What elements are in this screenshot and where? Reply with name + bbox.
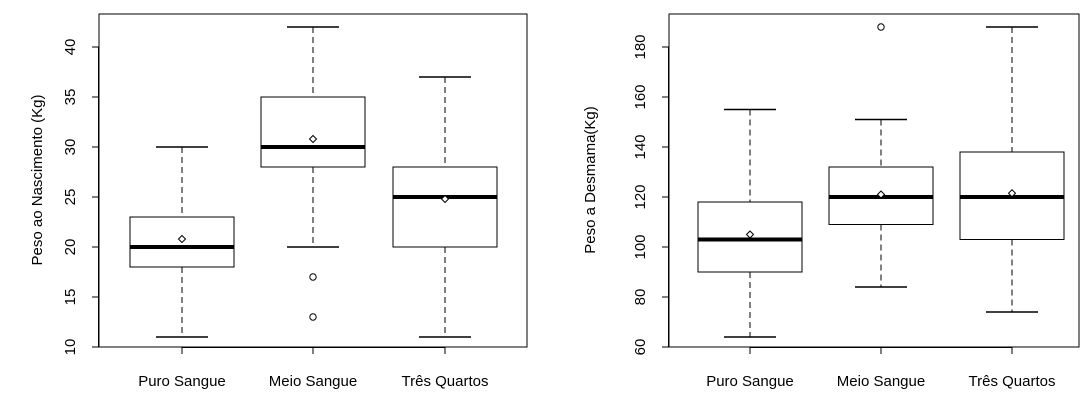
x-axis: Puro Sangue Meio Sangue Três Quartos <box>138 347 488 390</box>
boxes <box>697 23 1065 338</box>
y-tick-label: 40 <box>62 39 79 56</box>
y-tick-label: 25 <box>62 189 79 206</box>
y-tick-label: 100 <box>632 234 649 259</box>
mean-marker <box>308 134 318 144</box>
y-tick-label: 80 <box>632 289 649 306</box>
y-tick-label: 10 <box>62 339 79 356</box>
x-tick-label: Três Quartos <box>969 373 1056 390</box>
mean-marker <box>1007 189 1017 198</box>
y-tick-label: 60 <box>632 339 649 356</box>
iqr-box <box>260 96 366 168</box>
x-tick-label: Meio Sangue <box>837 373 925 390</box>
panel-birth-weight: 10 15 20 25 30 35 40 Puro Sangue Meio Sangue Trê… <box>29 13 528 390</box>
outlier-point <box>309 273 317 281</box>
y-tick-label: 20 <box>62 239 79 256</box>
y-tick-label: 35 <box>62 89 79 106</box>
y-tick-label: 180 <box>632 34 649 59</box>
boxes <box>129 26 498 338</box>
y-axis: 10 15 20 25 30 35 40 <box>62 39 99 356</box>
outlier-point <box>309 313 317 321</box>
y-axis-title: Peso ao Nascimento (Kg) <box>29 95 46 266</box>
box-1 <box>697 108 803 338</box>
y-tick-label: 30 <box>62 139 79 156</box>
x-tick-label: Puro Sangue <box>138 373 226 390</box>
y-tick-label: 140 <box>632 134 649 159</box>
mean-marker <box>177 234 187 244</box>
y-tick-label: 15 <box>62 289 79 306</box>
box-3 <box>959 26 1065 313</box>
mean-marker <box>440 194 450 204</box>
y-axis: 60 80 100 120 140 160 180 <box>632 34 669 355</box>
y-tick-label: 120 <box>632 184 649 209</box>
outlier-point <box>877 23 885 31</box>
x-axis: Puro Sangue Meio Sangue Três Quartos <box>706 347 1055 390</box>
x-tick-label: Meio Sangue <box>269 373 357 390</box>
x-tick-label: Puro Sangue <box>706 373 794 390</box>
mean-marker <box>745 230 755 239</box>
y-axis-title: Peso a Desmama(Kg) <box>582 106 599 254</box>
box-2 <box>828 23 934 288</box>
box-2 <box>260 26 366 321</box>
box-3 <box>392 76 498 338</box>
iqr-box <box>392 166 498 248</box>
panel-weaning-weight: 60 80 100 120 140 160 180 Puro Sangue Meio Sang… <box>582 13 1080 390</box>
box-1 <box>129 146 235 338</box>
x-tick-label: Três Quartos <box>402 373 489 390</box>
y-tick-label: 160 <box>632 84 649 109</box>
mean-marker <box>876 190 886 199</box>
